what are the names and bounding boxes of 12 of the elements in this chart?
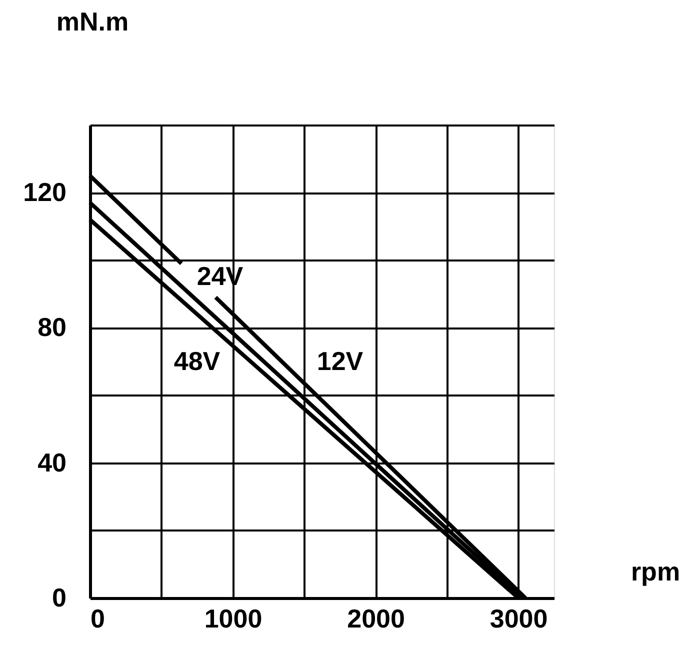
annotation: 12V (316, 346, 364, 376)
y-tick-label: 0 (52, 582, 66, 612)
y-tick-label: 40 (38, 447, 66, 478)
x-tick-label: 1000 (204, 604, 262, 634)
x-axis-title: rpm (630, 556, 680, 586)
x-tick-label: 3000 (490, 604, 548, 634)
x-tick-label: 0 (90, 604, 105, 634)
annotation: 48V (174, 346, 221, 376)
y-tick-label: 80 (38, 312, 66, 342)
y-axis-title: mN.m (56, 6, 129, 36)
x-tick-label: 2000 (347, 604, 405, 634)
y-tick-label: 120 (23, 177, 66, 208)
